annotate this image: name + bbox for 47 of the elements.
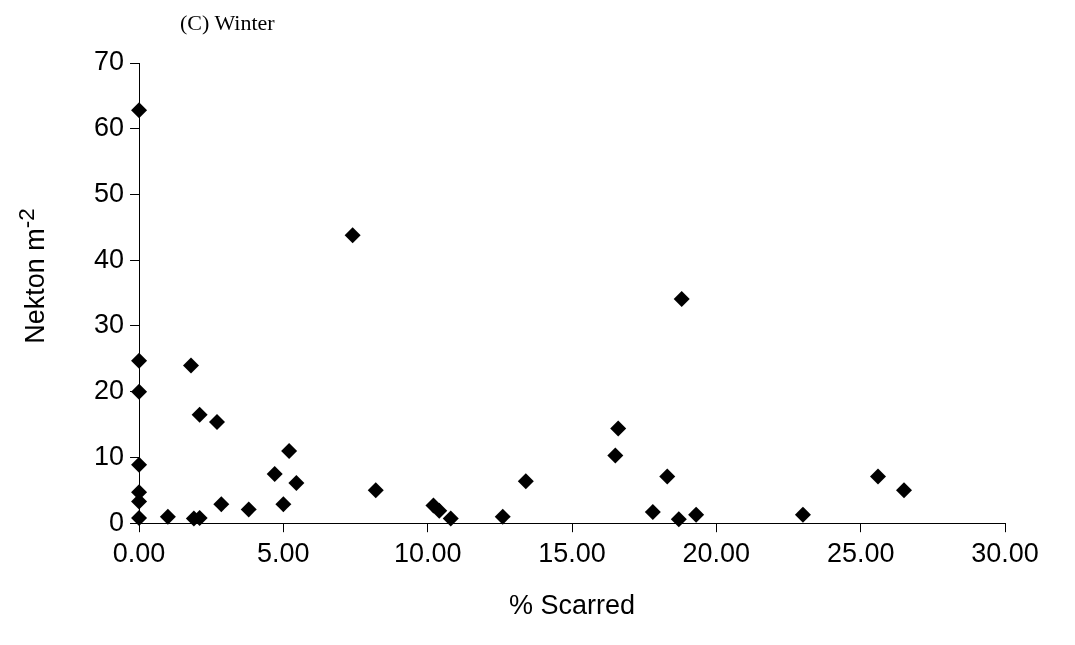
point	[794, 506, 811, 523]
y-tick-label: 30	[93, 309, 125, 340]
point	[517, 473, 534, 490]
point	[673, 291, 690, 308]
point	[367, 482, 384, 499]
point	[688, 506, 705, 523]
point	[607, 447, 624, 464]
point	[869, 468, 886, 485]
y-tick-label: 70	[93, 46, 125, 77]
x-tick-label: 30.00	[971, 537, 1039, 568]
y-tick-label: 10	[93, 440, 125, 471]
point	[281, 442, 298, 459]
point	[131, 383, 148, 400]
y-tick-label: 20	[93, 375, 125, 406]
point	[131, 456, 148, 473]
x-tick-label: 20.00	[682, 537, 751, 568]
chart-title: (C) Winter	[180, 10, 275, 36]
point	[208, 413, 225, 430]
point	[213, 496, 230, 513]
point	[659, 468, 676, 485]
point	[275, 496, 292, 513]
point	[288, 475, 305, 492]
point	[494, 508, 511, 525]
y-tick-label: 40	[93, 243, 125, 274]
x-tick-label: 25.00	[826, 537, 895, 568]
point	[644, 504, 661, 521]
x-tick-label: 5.00	[257, 537, 310, 568]
x-axis-title: % Scarred	[508, 590, 636, 621]
x-tick-label: 0.00	[112, 537, 166, 568]
y-tick-label: 50	[93, 177, 125, 208]
point	[610, 420, 627, 437]
y-tick-label: 60	[93, 112, 125, 143]
point	[191, 406, 208, 423]
point	[344, 227, 361, 244]
x-tick-label: 15.00	[538, 537, 606, 568]
point	[442, 510, 459, 527]
point	[240, 501, 257, 518]
point	[895, 482, 912, 499]
point	[670, 511, 687, 528]
point	[131, 352, 148, 369]
point	[266, 465, 283, 482]
point	[159, 508, 176, 525]
point	[431, 502, 448, 519]
point	[131, 102, 148, 119]
x-tick-label: 10.00	[393, 537, 462, 568]
y-tick-label: 0	[109, 506, 125, 537]
point	[182, 357, 199, 374]
